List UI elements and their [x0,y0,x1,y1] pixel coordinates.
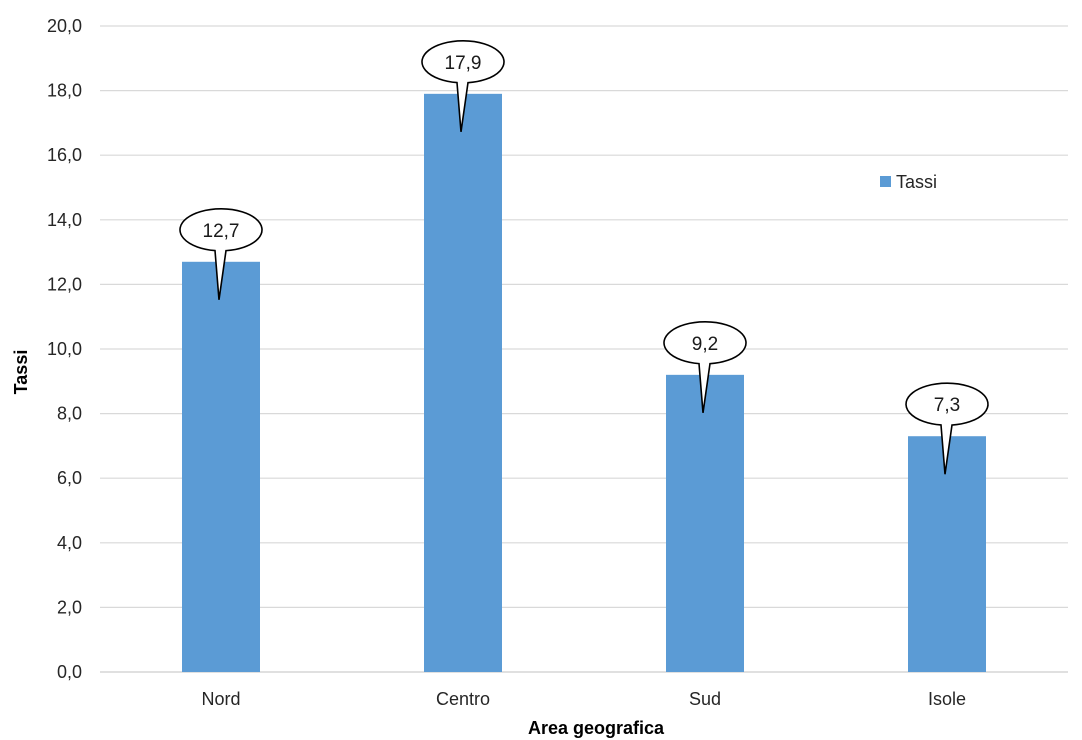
x-axis-categories: Nord Centro Sud Isole [201,689,966,709]
y-axis-title: Tassi [11,350,31,395]
x-category-label: Centro [436,689,490,709]
callout-bubble [663,321,747,413]
bar-isole [908,436,986,672]
x-category-label: Isole [928,689,966,709]
y-axis-ticks: 0,0 2,0 4,0 6,0 8,0 10,0 12,0 14,0 16,0 18,0 20,0 [47,16,82,682]
bar-sud [666,374,744,672]
bar-nord [182,261,260,672]
callout-bubble [421,40,505,132]
y-tick-label: 18,0 [47,81,82,101]
bars [182,93,986,672]
gridlines [100,25,1068,673]
y-tick-label: 12,0 [47,274,82,294]
y-tick-label: 16,0 [47,145,82,165]
callout-bubble [905,382,989,475]
data-label-callout: 7,3 [905,382,989,475]
data-label: 9,2 [692,334,718,355]
y-tick-label: 0,0 [57,662,82,682]
callout-bubble [179,208,263,300]
y-tick-label: 14,0 [47,210,82,230]
x-category-label: Sud [689,689,721,709]
y-tick-label: 8,0 [57,404,82,424]
bar-centro [424,93,502,672]
y-tick-label: 6,0 [57,468,82,488]
data-label-callout: 12,7 [179,208,263,300]
y-tick-label: 2,0 [57,597,82,617]
data-label-callout: 17,9 [421,40,505,132]
y-tick-label: 20,0 [47,16,82,36]
x-axis-title: Area geografica [528,718,665,738]
data-label: 17,9 [445,53,482,74]
legend-label: Tassi [896,172,937,192]
data-label-callout: 9,2 [663,321,747,413]
legend-swatch [880,176,891,187]
legend: Tassi [880,172,937,192]
data-label: 12,7 [203,221,240,242]
x-category-label: Nord [201,689,240,709]
y-tick-label: 10,0 [47,339,82,359]
data-label: 7,3 [934,395,960,416]
y-tick-label: 4,0 [57,533,82,553]
data-labels: 12,7 17,9 9,2 7,3 [179,40,989,475]
